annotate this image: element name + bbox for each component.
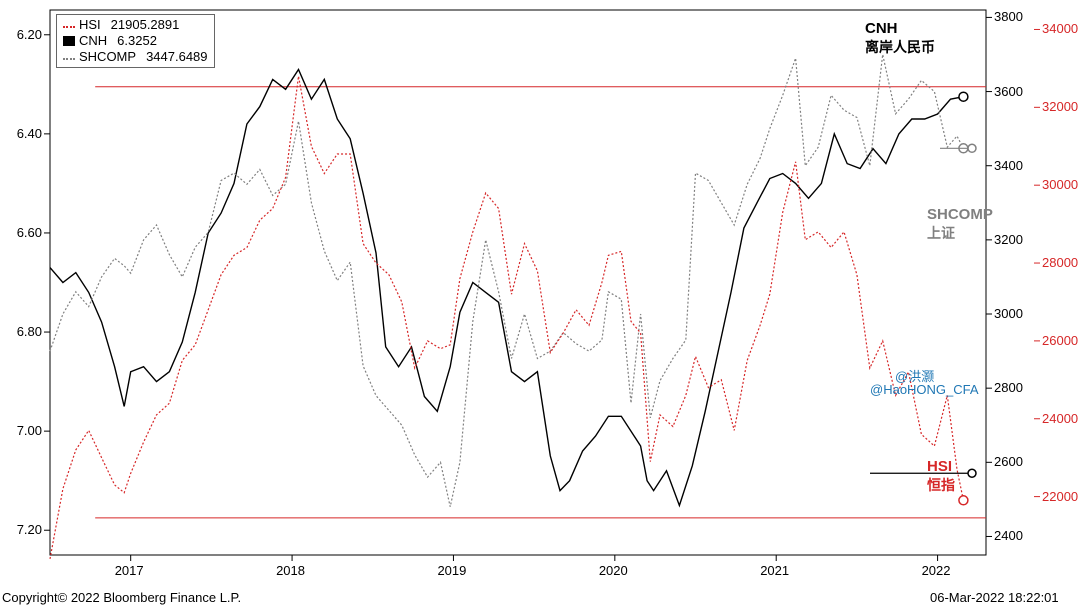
y-right-outer-tick-label: 30000 [1042,177,1078,192]
watermark-text: @HaoHONG_CFA [870,382,979,397]
y-left-tick-label: 6.60 [17,225,42,240]
legend-swatch [63,26,75,28]
chart-root: HSI 21905.2891CNH 6.3252SHCOMP 3447.6489 CN… [0,0,1080,610]
y-right-outer-tick-label: 34000 [1042,21,1078,36]
legend-box: HSI 21905.2891CNH 6.3252SHCOMP 3447.6489 [56,14,215,68]
series-label-shcomp: SHCOMP上证 [927,206,993,243]
y-right-outer-tick-label: 26000 [1042,333,1078,348]
legend-value: 21905.2891 [111,17,180,33]
legend-row-cnh: CNH 6.3252 [63,33,208,49]
y-right-outer-tick-label: 24000 [1042,411,1078,426]
pointer-marker [968,469,976,477]
y-left-tick-label: 6.40 [17,126,42,141]
y-right-outer-tick-label: 32000 [1042,99,1078,114]
x-tick-label: 2019 [437,563,466,578]
series-label-cnh: CNH离岸人民币 [865,20,935,57]
series-hsi [50,76,963,559]
pointer-marker [968,144,976,152]
y-right-inner-tick-label: 3000 [994,306,1023,321]
legend-value: 6.3252 [117,33,157,49]
x-tick-label: 2017 [115,563,144,578]
x-tick-label: 2022 [922,563,951,578]
y-right-outer-tick-label: 28000 [1042,255,1078,270]
y-right-inner-tick-label: 3200 [994,232,1023,247]
y-right-inner-tick-label: 3600 [994,84,1023,99]
legend-name: CNH [79,33,107,49]
y-left-tick-label: 6.80 [17,324,42,339]
legend-swatch [63,58,75,60]
legend-swatch [63,36,75,46]
series-label-hsi: HSI恒指 [927,458,955,495]
chart-svg [0,0,1080,610]
y-left-tick-label: 7.20 [17,522,42,537]
y-left-tick-label: 7.00 [17,423,42,438]
y-right-inner-tick-label: 2600 [994,454,1023,469]
end-marker-cnh [959,92,968,101]
timestamp-text: 06-Mar-2022 18:22:01 [930,590,1059,605]
series-cnh [50,70,963,506]
y-right-inner-tick-label: 2800 [994,380,1023,395]
legend-row-hsi: HSI 21905.2891 [63,17,208,33]
copyright-text: Copyright© 2022 Bloomberg Finance L.P. [2,590,241,605]
x-tick-label: 2018 [276,563,305,578]
legend-row-shcomp: SHCOMP 3447.6489 [63,49,208,65]
y-right-outer-tick-label: 22000 [1042,489,1078,504]
end-marker-hsi [959,496,968,505]
series-shcomp [50,55,963,507]
legend-name: SHCOMP [79,49,136,65]
x-tick-label: 2020 [599,563,628,578]
legend-value: 3447.6489 [146,49,207,65]
y-right-inner-tick-label: 3400 [994,158,1023,173]
y-left-tick-label: 6.20 [17,27,42,42]
legend-name: HSI [79,17,101,33]
y-right-inner-tick-label: 2400 [994,528,1023,543]
x-tick-label: 2021 [760,563,789,578]
y-right-inner-tick-label: 3800 [994,9,1023,24]
